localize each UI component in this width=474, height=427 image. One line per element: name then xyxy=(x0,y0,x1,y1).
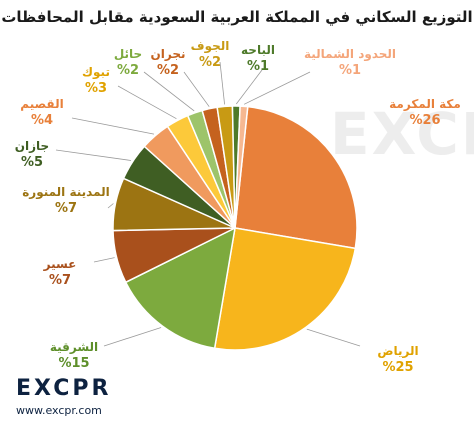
slice-name-label: الرياض xyxy=(377,344,418,358)
slice-name-label: حائل xyxy=(114,47,142,61)
slice-name-label: تبوك xyxy=(82,65,110,80)
slice-value-label: %2 xyxy=(199,55,221,70)
leader-line-11 xyxy=(219,61,225,105)
brand-url: www.excpr.com xyxy=(16,404,102,417)
slice-name-label: مكة المكرمة xyxy=(389,97,461,111)
slice-value-label: %7 xyxy=(55,201,77,216)
slice-value-label: %7 xyxy=(49,273,71,288)
leader-line-7 xyxy=(71,117,155,135)
leader-line-13 xyxy=(243,71,311,105)
leader-line-10 xyxy=(183,71,210,107)
slice-value-label: %1 xyxy=(247,59,269,74)
slice-value-label: %25 xyxy=(382,360,413,375)
slice-name-label: الشرقية xyxy=(50,340,98,354)
pie-slice-2 xyxy=(213,227,357,351)
slice-value-label: %4 xyxy=(31,113,53,128)
slice-name-label: القصيم xyxy=(20,97,63,111)
leader-lines xyxy=(55,61,361,347)
pie-slices xyxy=(112,105,358,351)
slice-name-label: الباحه xyxy=(241,43,275,57)
chart-title: التوزيع السكاني في المملكة العربية السعو… xyxy=(1,8,473,26)
leader-line-12 xyxy=(235,69,263,105)
leader-line-5 xyxy=(107,203,114,209)
pie-slice-1 xyxy=(234,105,358,250)
slice-value-label: %5 xyxy=(21,155,43,170)
slice-name-label: الحدود الشمالية xyxy=(304,47,396,62)
slice-value-label: %26 xyxy=(409,113,440,128)
leader-line-9 xyxy=(143,71,195,112)
slice-name-label: نجران xyxy=(151,47,186,61)
leader-line-4 xyxy=(93,257,115,263)
leader-line-6 xyxy=(55,149,132,161)
slice-value-label: %15 xyxy=(58,356,89,371)
slice-value-label: %2 xyxy=(157,63,179,78)
brand-logo: EXCPR xyxy=(16,376,112,401)
slice-name-label: عسير xyxy=(43,257,77,271)
slice-name-label: الجوف xyxy=(191,39,230,54)
slice-value-label: %1 xyxy=(339,63,361,78)
pie-slice-13 xyxy=(234,105,249,229)
slice-value-label: %2 xyxy=(117,63,139,78)
pie-slice-3 xyxy=(124,226,236,350)
slice-labels: مكة المكرمة%26الرياض%25الشرقية%15عسير%7ا… xyxy=(15,39,461,375)
slice-value-label: %3 xyxy=(85,81,107,96)
leader-line-8 xyxy=(117,85,177,120)
slice-name-label: جازان xyxy=(15,139,49,153)
slice-name-label: المدينة المنورة xyxy=(22,185,110,200)
leader-line-3 xyxy=(103,327,162,347)
leader-line-2 xyxy=(306,328,361,347)
